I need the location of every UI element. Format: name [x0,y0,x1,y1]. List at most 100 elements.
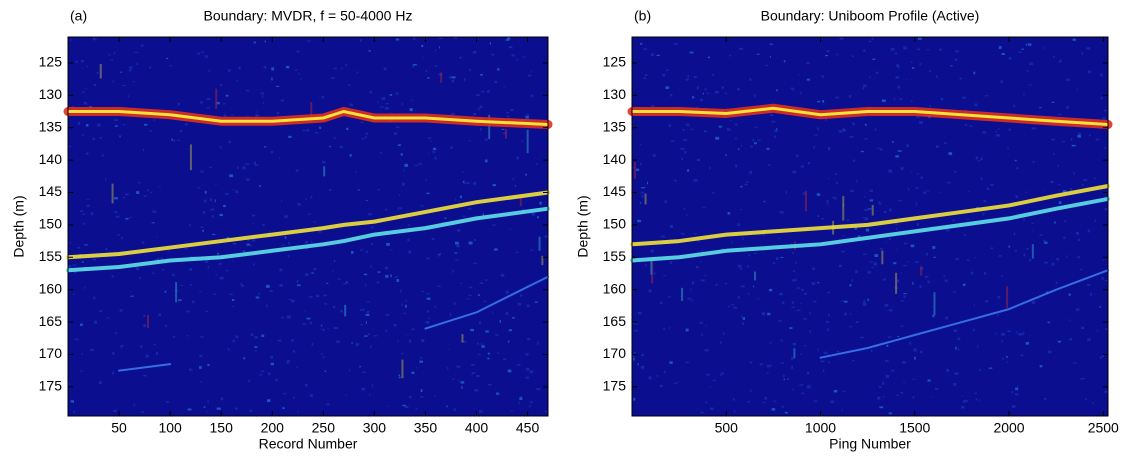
streak [754,271,757,281]
speckle [896,64,900,68]
speckle [122,84,127,86]
speckle [777,238,781,240]
speckle [324,303,327,305]
speckle [903,46,908,50]
streak [111,183,114,204]
speckle [792,342,796,346]
speckle [306,317,311,320]
speckle [912,378,916,380]
speckle [833,389,838,393]
speckle [769,56,772,58]
speckle [681,233,685,235]
speckle [983,272,987,275]
speckle [80,210,83,213]
speckle [427,77,430,79]
speckle [408,396,412,399]
speckle [325,403,330,406]
speckle [85,124,89,127]
reflector-core [68,109,549,126]
speckle [825,118,828,121]
speckle [706,373,710,376]
speckle [762,401,766,403]
speckle [712,191,715,194]
reflector [66,190,550,260]
speckle [138,276,141,280]
speckle [715,136,720,140]
speckle [817,281,820,284]
speckle [724,282,727,285]
speckle [884,360,889,362]
speckle [984,95,989,97]
speckle [917,37,922,40]
speckle [707,56,710,59]
speckle [360,249,364,251]
speckle [900,272,903,274]
speckle [447,366,449,370]
speckle [343,282,347,285]
speckle [366,301,370,303]
speckle [677,381,679,383]
speckle [454,252,458,254]
speckle [1090,292,1092,296]
speckle [750,78,752,81]
speckle [774,135,776,138]
speckle [322,160,326,164]
speckle [286,361,290,364]
speckle [321,328,325,330]
speckle [670,140,675,142]
speckle [1077,238,1080,241]
plot-frame [67,36,549,417]
speckle [871,266,874,269]
speckle [536,162,538,165]
speckle [835,96,839,99]
speckle [639,143,642,145]
speckle [737,264,742,268]
speckle [806,385,811,389]
speckle [166,57,169,60]
speckle [1014,393,1019,396]
speckle [856,180,858,183]
speckle [1100,73,1103,77]
x-tick-label: 200 [261,420,285,436]
speckle [1008,245,1011,248]
speckle [468,140,471,142]
speckle [432,147,437,151]
speckle [1081,377,1086,380]
speckle [309,394,313,398]
speckle [731,241,733,244]
speckle [108,54,111,56]
speckle [864,208,869,211]
speckle [792,251,794,255]
speckle [1081,52,1084,56]
speckle [639,162,642,166]
speckle [331,77,335,79]
speckle [82,134,84,136]
speckle [906,144,909,148]
speckle [198,366,202,369]
speckle [673,43,678,46]
speckle [264,146,267,148]
speckle [411,371,415,374]
speckle [878,201,881,204]
speckle [508,46,513,49]
speckle [295,169,299,172]
speckle [1043,398,1047,400]
speckle [348,84,351,86]
speckle [1043,46,1045,50]
speckle [705,324,708,327]
speckle [143,324,146,327]
speckle [415,367,418,369]
speckle [974,392,978,395]
speckle [850,189,854,193]
y-axis-label: Depth (m) [11,195,27,257]
speckle [276,112,280,115]
speckle [288,298,292,300]
speckle [980,157,983,161]
speckle [806,78,811,81]
speckle [143,195,147,197]
speckle [371,243,374,246]
speckle [434,395,436,397]
speckle [1027,43,1032,46]
speckle [685,78,689,81]
speckle [884,303,889,307]
